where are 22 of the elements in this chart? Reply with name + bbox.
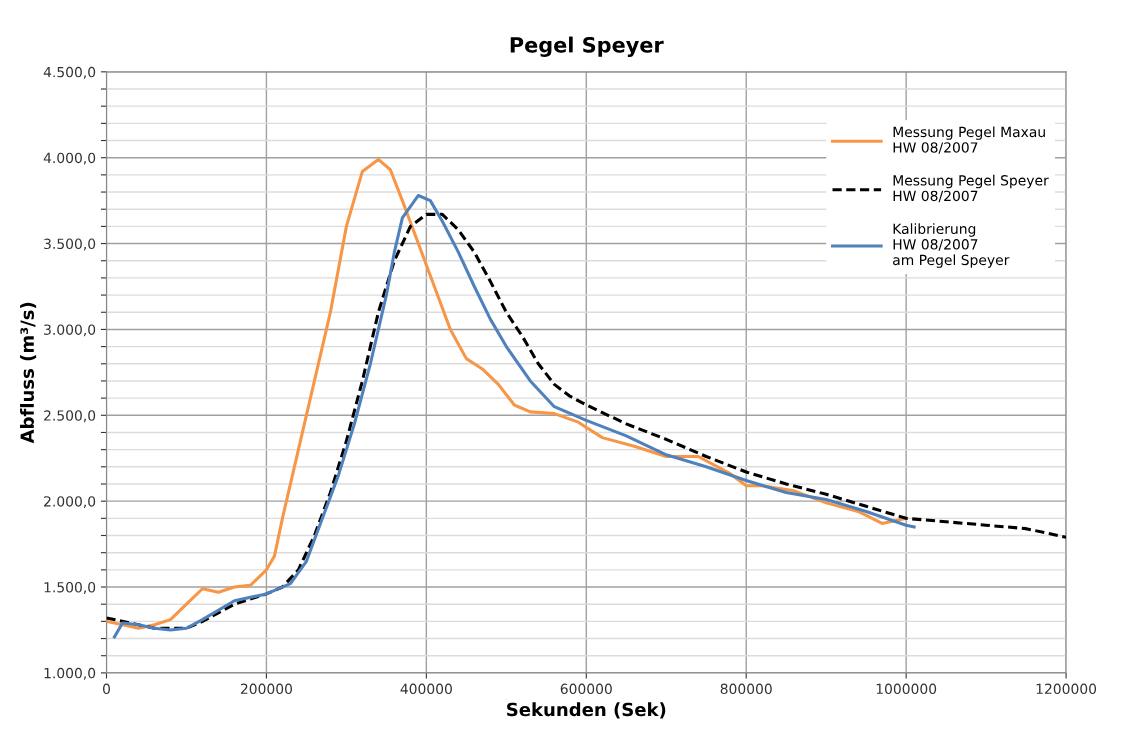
x-tick-label: 200000: [240, 683, 293, 695]
chart-title: Pegel Speyer: [510, 36, 664, 57]
legend-label: Messung Pegel Speyer HW 08/2007: [893, 174, 1049, 203]
y-tick-label: 3.500,0: [44, 238, 96, 251]
y-tick-label: 2.500,0: [44, 410, 96, 423]
x-tick-label: 400000: [400, 683, 452, 695]
legend-label: Messung Pegel Maxau HW 08/2007: [893, 126, 1045, 154]
x-tick-label: 1000000: [876, 683, 937, 695]
y-tick-label: 1.000,0: [44, 667, 96, 680]
x-tick-label: 600000: [560, 683, 612, 695]
y-tick-label: 4.000,0: [43, 152, 96, 165]
y-tick-label: 1.500,0: [44, 582, 96, 594]
x-axis-title: Sekunden (Sek): [507, 702, 666, 719]
x-tick-label: 1200000: [1036, 683, 1097, 695]
y-tick-label: 2.000,0: [44, 496, 96, 509]
x-tick-label: 800000: [720, 683, 772, 695]
x-tick-label: 0: [102, 683, 110, 695]
legend-label: Kalibrierung HW 08/2007 am Pegel Speyer: [893, 223, 1010, 268]
y-axis-title: Abfluss (m³/s): [20, 302, 37, 444]
y-tick-label: 4.500,0: [43, 66, 96, 79]
line-series: [106, 212, 1067, 630]
y-tick-label: 3.000,0: [44, 324, 96, 337]
